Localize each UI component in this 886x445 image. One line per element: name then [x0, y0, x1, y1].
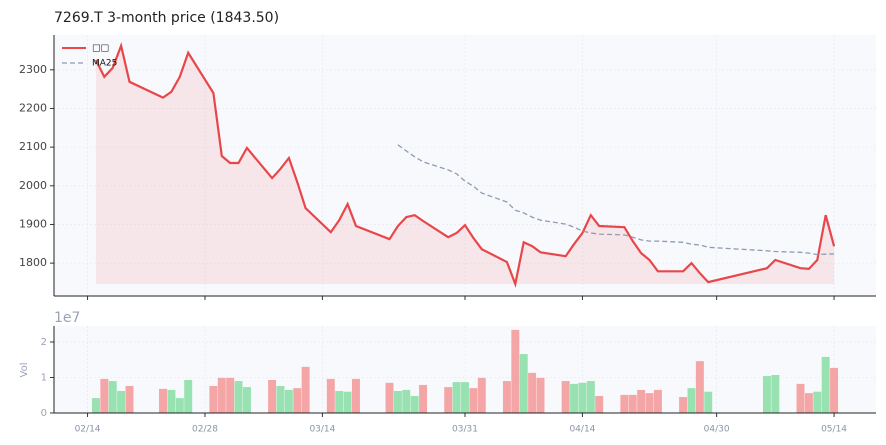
volume-bar	[351, 378, 360, 413]
volume-bar	[410, 395, 419, 413]
volume-bar	[762, 376, 771, 413]
x-tick-label: 05/14	[821, 425, 847, 435]
y-tick-label: 1800	[19, 256, 47, 269]
x-tick-label: 02/14	[75, 425, 101, 435]
line	[397, 144, 835, 256]
volume-bar	[536, 377, 545, 413]
volume-bar	[830, 367, 839, 413]
volume-bar	[804, 393, 813, 413]
volume-bar	[586, 381, 595, 413]
volume-bar	[519, 354, 528, 413]
volume-bar	[687, 388, 696, 413]
x-tick-label: 02/28	[192, 425, 218, 435]
volume-bar	[117, 390, 126, 413]
volume-bar	[796, 383, 805, 413]
x-tick-label: 04/14	[569, 425, 595, 435]
volume-bar	[578, 382, 587, 413]
volume-bar	[91, 398, 100, 413]
volume-bar	[452, 382, 461, 413]
volume-bar	[469, 388, 478, 413]
volume-bar	[461, 382, 469, 413]
chart-title: 7269.T 3-month price (1843.50)	[54, 10, 279, 26]
volume-bar	[226, 377, 235, 413]
y-tick-label: 2300	[19, 63, 47, 76]
legend-label: □□	[92, 44, 109, 54]
volume-bar	[234, 381, 243, 413]
volume-bar	[167, 389, 176, 413]
y-tick-label: 1	[41, 372, 47, 383]
volume-bar	[276, 386, 285, 413]
volume-bar	[100, 378, 109, 413]
volume-bar	[393, 390, 402, 413]
volume-bar	[419, 384, 428, 413]
volume-bar	[528, 372, 537, 413]
volume-bar	[108, 381, 117, 413]
y-tick-label: 1900	[19, 217, 47, 230]
volume-bar	[561, 381, 570, 413]
volume-bar	[645, 393, 654, 413]
x-tick-label: 03/14	[309, 425, 335, 435]
volume-bar	[402, 389, 411, 413]
volume-bar	[217, 377, 226, 413]
volume-bar	[242, 387, 251, 413]
volume-bar	[511, 329, 520, 413]
volume-bar	[125, 386, 134, 413]
volume-bar	[209, 386, 218, 413]
legend-label: MA25	[92, 59, 117, 69]
volume-bar	[159, 388, 168, 413]
volume-bar	[637, 389, 646, 413]
y-tick-label: 2000	[19, 179, 47, 192]
volume-bar	[477, 377, 486, 413]
volume-bar	[570, 383, 579, 413]
volume-bar	[385, 382, 394, 413]
volume-bar	[595, 395, 604, 413]
volume-bar	[771, 375, 780, 413]
volume-bar	[301, 366, 310, 413]
line	[94, 42, 836, 288]
volume-bar	[343, 391, 352, 413]
volume-bar	[704, 391, 713, 413]
volume-bar	[620, 394, 629, 413]
offset-label: 1e7	[54, 310, 80, 326]
volume-bar	[335, 390, 344, 413]
volume-bar	[695, 361, 704, 413]
volume-bar	[502, 381, 511, 413]
y-axis-label: Vol	[19, 363, 30, 378]
y-tick-label: 0	[41, 408, 47, 419]
volume-bar	[175, 398, 184, 413]
y-tick-label: 2200	[19, 101, 47, 114]
x-tick-label: 03/31	[452, 425, 478, 435]
volume-bar	[628, 394, 637, 413]
x-tick-label: 04/30	[704, 425, 730, 435]
volume-bar	[268, 379, 277, 413]
y-tick-label: 2100	[19, 140, 47, 153]
volume-bar	[326, 378, 335, 413]
volume-bar	[653, 389, 662, 413]
volume-bar	[293, 388, 302, 413]
volume-bar	[284, 389, 293, 413]
area-fill	[95, 45, 835, 285]
volume-bar	[813, 391, 822, 413]
volume-bar	[444, 387, 453, 413]
volume-bar	[679, 397, 688, 413]
volume-bar	[184, 379, 193, 413]
volume-bar	[821, 356, 830, 413]
y-tick-label: 2	[41, 337, 47, 348]
